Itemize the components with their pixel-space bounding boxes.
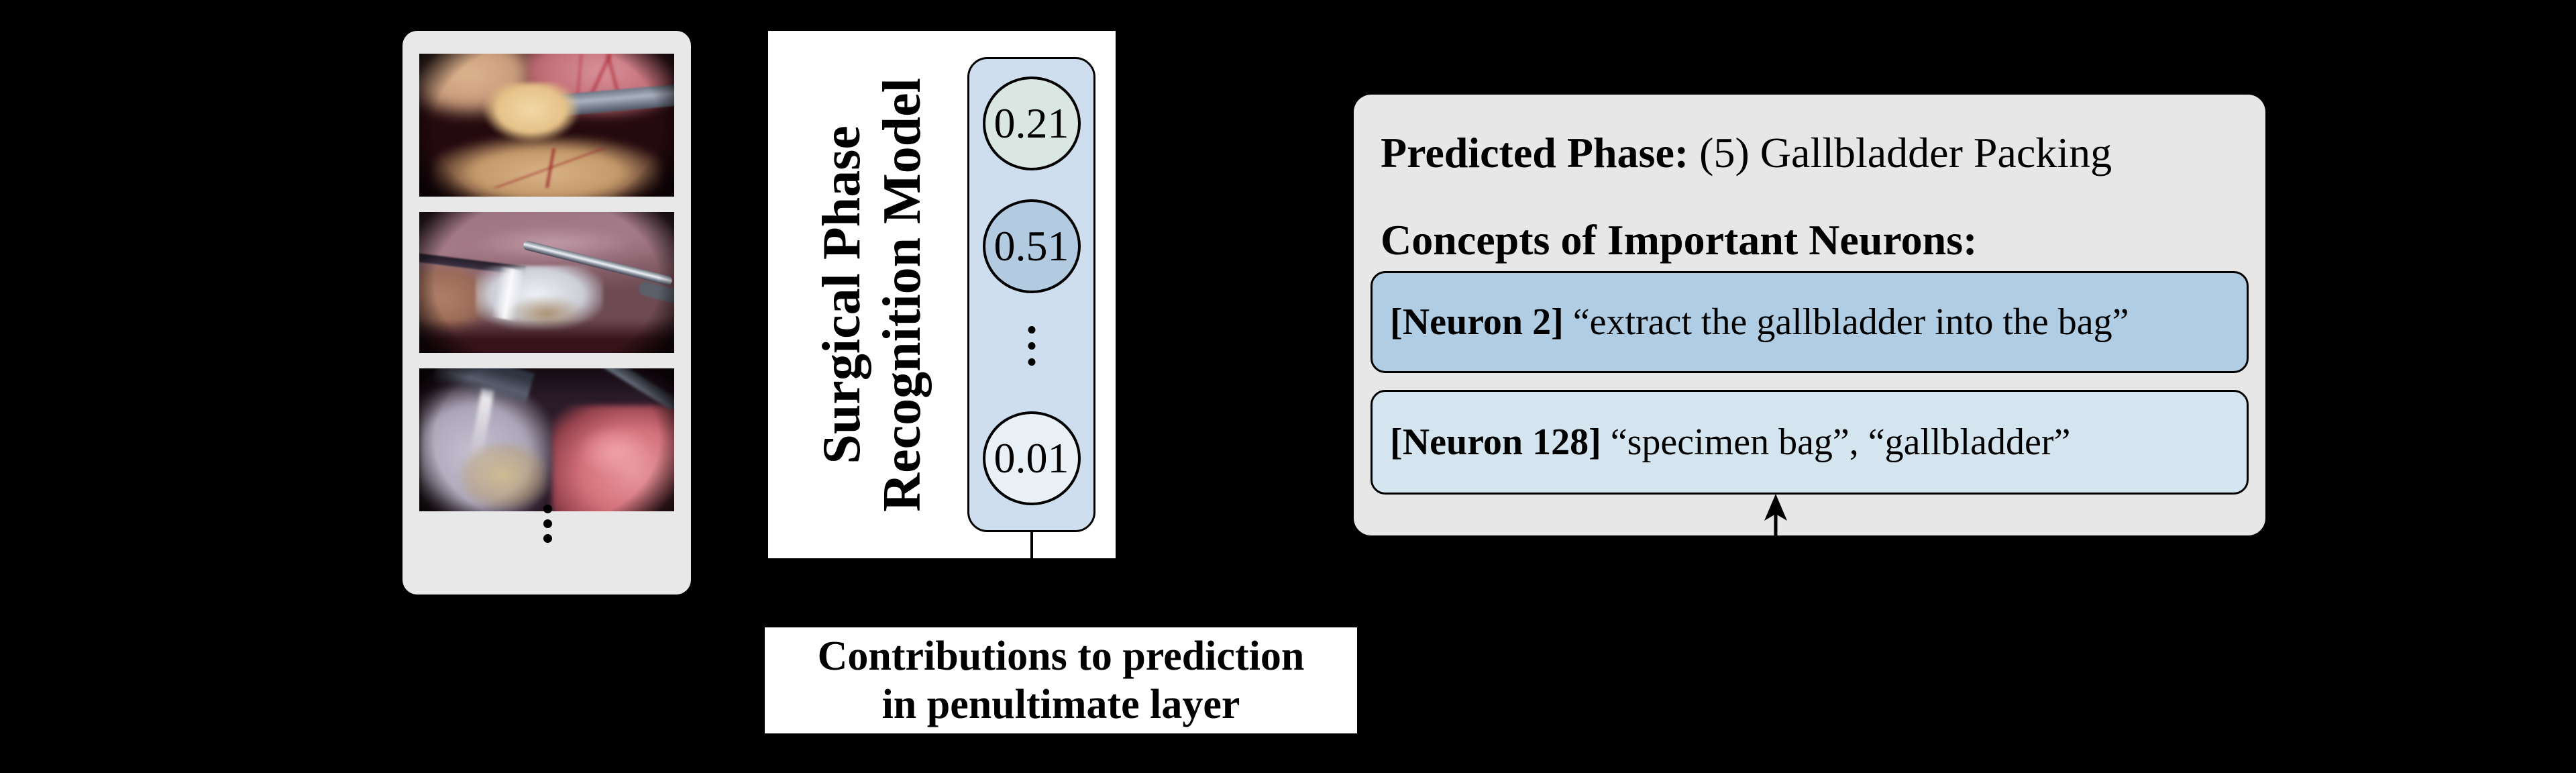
model-title-line1: Surgical Phase (812, 125, 871, 464)
instrument-jaws (431, 368, 535, 410)
vessel-lines (541, 54, 664, 100)
shadow-region (419, 319, 674, 353)
endoscopy-frame-1 (419, 54, 674, 197)
video-frames-panel (402, 31, 691, 595)
tissue-blob (526, 54, 674, 118)
tissue-blob (508, 297, 585, 331)
connector-line (1030, 532, 1033, 558)
shadow-region (419, 368, 674, 406)
model-title-line2: Recognition Model (873, 77, 932, 512)
neuron-2-concept: “extract the gallbladder into the bag” (1572, 301, 2129, 343)
model-title: Surgical Phase Recognition Model (775, 31, 969, 558)
tissue-blob (419, 54, 547, 119)
concepts-label: Concepts of Important Neurons: (1381, 216, 1978, 264)
surgical-phase-model-box: Surgical Phase Recognition Model 0.21 0.… (768, 31, 1116, 558)
activation-column: 0.21 0.51 0.01 (967, 57, 1095, 532)
activation-value-bottom: 0.01 (982, 411, 1081, 505)
prediction-result-box: Predicted Phase: (5) Gallbladder Packing… (1354, 95, 2265, 537)
liver-highlight (577, 425, 654, 477)
predicted-phase-value: (5) Gallbladder Packing (1699, 129, 2112, 176)
vertical-ellipsis-icon (1028, 326, 1035, 366)
endoscopy-frame-2 (419, 212, 674, 353)
neuron-128-concept: “specimen bag”, “gallbladder” (1610, 421, 2071, 463)
vessel-lines (490, 148, 613, 189)
activation-value-middle: 0.51 (982, 199, 1081, 293)
specimen-bag (475, 265, 603, 331)
predicted-phase-label: Predicted Phase: (1381, 129, 1689, 176)
light-streak (469, 387, 494, 458)
instrument-shaft (521, 83, 674, 120)
fat-tissue (460, 442, 547, 509)
up-arrow-icon (1764, 494, 1787, 537)
caption-line2: in penultimate layer (881, 682, 1240, 727)
tissue-blob (419, 212, 674, 290)
fat-nodule (483, 82, 580, 143)
instrument-shaft (582, 368, 674, 412)
caption-line1: Contributions to prediction (817, 633, 1305, 679)
tissue-ridge (445, 220, 661, 266)
neuron-128-concept-box: [Neuron 128] “specimen bag”, “gallbladde… (1371, 390, 2249, 495)
neuron-128-label: [Neuron 128] (1390, 421, 1601, 463)
vertical-ellipsis-icon (533, 505, 561, 543)
neuron-2-concept-box: [Neuron 2] “extract the gallbladder into… (1371, 271, 2249, 373)
bagged-gallbladder (419, 385, 552, 511)
predicted-phase-line: Predicted Phase: (5) Gallbladder Packing (1381, 128, 2112, 178)
activation-value-top: 0.21 (982, 76, 1081, 170)
instrument-shaft (522, 240, 674, 287)
endoscopy-frame-3 (419, 368, 674, 511)
fat-tissue (432, 136, 661, 197)
caption-box: Contributions to prediction in penultima… (765, 627, 1357, 733)
concepts-heading: Concepts of Important Neurons: (1381, 215, 1977, 265)
neuron-2-label: [Neuron 2] (1390, 301, 1564, 343)
instrument-tip (637, 280, 674, 305)
liver-tissue (551, 405, 674, 511)
bag-fold-highlight (491, 266, 526, 321)
instrument-shaft (419, 253, 527, 276)
tissue-blob (419, 261, 491, 335)
